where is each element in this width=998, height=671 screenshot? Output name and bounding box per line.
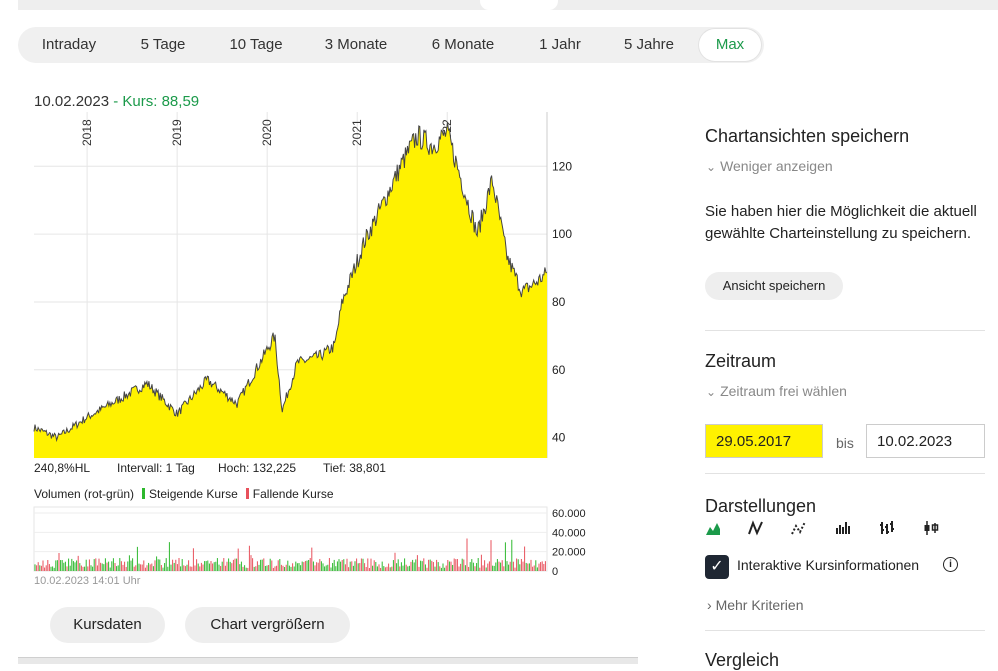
chart-header: 10.02.2023 - Kurs: 88,59 (34, 93, 199, 110)
more-criteria-link[interactable]: › Mehr Kriterien (707, 597, 803, 613)
dotted-line-chart-icon[interactable] (791, 520, 807, 536)
tab-5-tage[interactable]: 5 Tage (140, 36, 186, 53)
rising-swatch (142, 488, 146, 499)
range-title: Zeitraum (705, 351, 777, 371)
chevron-right-icon: › (707, 597, 712, 613)
chart-date: 10.02.2023 (34, 93, 110, 110)
y-tick-label: 60 (552, 363, 566, 377)
interactive-info-label: Interaktive Kursinformationen (737, 557, 920, 573)
volume-legend: Volumen (rot-grün) Steigende Kurse Fallend… (34, 487, 334, 501)
display-title: Darstellungen (705, 496, 817, 516)
interactive-info-checkbox[interactable]: ✓ (705, 555, 729, 579)
y-tick-label: 40 (552, 431, 566, 445)
line-chart-icon[interactable] (748, 520, 764, 536)
volume-panel (33, 506, 548, 572)
info-icon[interactable]: i (943, 557, 958, 572)
save-views-title: Chartansichten speichern (705, 126, 910, 146)
chart-kurs: - Kurs: 88,59 (113, 93, 200, 110)
mountain-chart-icon[interactable] (705, 520, 721, 536)
save-view-button[interactable]: Ansicht speichern (705, 272, 843, 300)
y-tick-label: 120 (552, 159, 572, 173)
volume-tick-label: 60.000 (552, 508, 586, 520)
show-less-link[interactable]: ⌄ Weniger anzeigen (706, 158, 833, 174)
stat-low: Tief: 38,801 (323, 461, 386, 475)
show-less-label: Weniger anzeigen (720, 158, 833, 174)
more-criteria-label: Mehr Kriterien (715, 597, 804, 613)
volume-title: Volumen (rot-grün) (34, 487, 135, 501)
date-to-label: bis (836, 435, 854, 451)
tab-3-monate[interactable]: 3 Monate (324, 36, 388, 53)
volume-tick-label: 0 (552, 566, 558, 578)
falling-swatch (245, 488, 249, 499)
stat-high: Hoch: 132,225 (218, 461, 297, 475)
compare-title: Vergleich (705, 650, 780, 670)
stat-change: 240,8%HL (34, 461, 91, 475)
bottom-divider (18, 657, 638, 664)
volume-tick-label: 20.000 (552, 547, 586, 559)
top-strip (18, 0, 998, 10)
divider (705, 473, 985, 474)
ohlc-chart-icon[interactable] (879, 520, 895, 536)
bar-chart-icon[interactable] (835, 520, 851, 536)
tab-6-monate[interactable]: 6 Monate (431, 36, 495, 53)
divider (705, 330, 985, 331)
range-tabs: Intraday 5 Tage 10 Tage 3 Monate 6 Monat… (18, 27, 764, 63)
price-chart[interactable]: 40608010012020182019202020212022020.0004… (0, 108, 600, 588)
volume-rising-label: Steigende Kurse (149, 487, 238, 501)
price-line (33, 121, 548, 443)
kursdaten-button[interactable]: Kursdaten (50, 607, 165, 643)
save-views-text: Sie haben hier die Möglichkeit die aktue… (705, 203, 977, 242)
date-to-field[interactable]: 10.02.2023 (866, 424, 985, 458)
candlestick-chart-icon[interactable] (923, 520, 939, 536)
chart-enlarge-button[interactable]: Chart vergrößern (185, 607, 350, 643)
chevron-down-icon: ⌄ (706, 385, 717, 399)
x-tick-label: 2018 (80, 119, 94, 146)
tab-10-tage[interactable]: 10 Tage (229, 36, 283, 53)
tab-intraday[interactable]: Intraday (41, 36, 97, 53)
volume-falling-label: Fallende Kurse (252, 487, 334, 501)
volume-tick-label: 40.000 (552, 527, 586, 539)
y-tick-label: 80 (552, 295, 566, 309)
x-tick-label: 2021 (350, 119, 364, 146)
stat-interval: Intervall: 1 Tag (117, 461, 195, 475)
chevron-down-icon: ⌄ (706, 160, 717, 174)
date-from-field[interactable]: 29.05.2017 (705, 424, 823, 458)
chart-timestamp: 10.02.2023 14:01 Uhr (34, 575, 141, 587)
y-tick-label: 100 (552, 227, 572, 241)
price-area (34, 121, 547, 459)
tab-max[interactable]: Max (699, 29, 761, 61)
tab-5-jahre[interactable]: 5 Jahre (623, 36, 675, 53)
x-tick-label: 2020 (260, 119, 274, 146)
top-pill (480, 0, 558, 10)
free-range-link[interactable]: ⌄ Zeitraum frei wählen (706, 383, 847, 399)
tab-1-jahr[interactable]: 1 Jahr (539, 36, 581, 53)
x-tick-label: 2019 (170, 119, 184, 146)
divider (705, 630, 985, 631)
free-range-label: Zeitraum frei wählen (720, 383, 847, 399)
